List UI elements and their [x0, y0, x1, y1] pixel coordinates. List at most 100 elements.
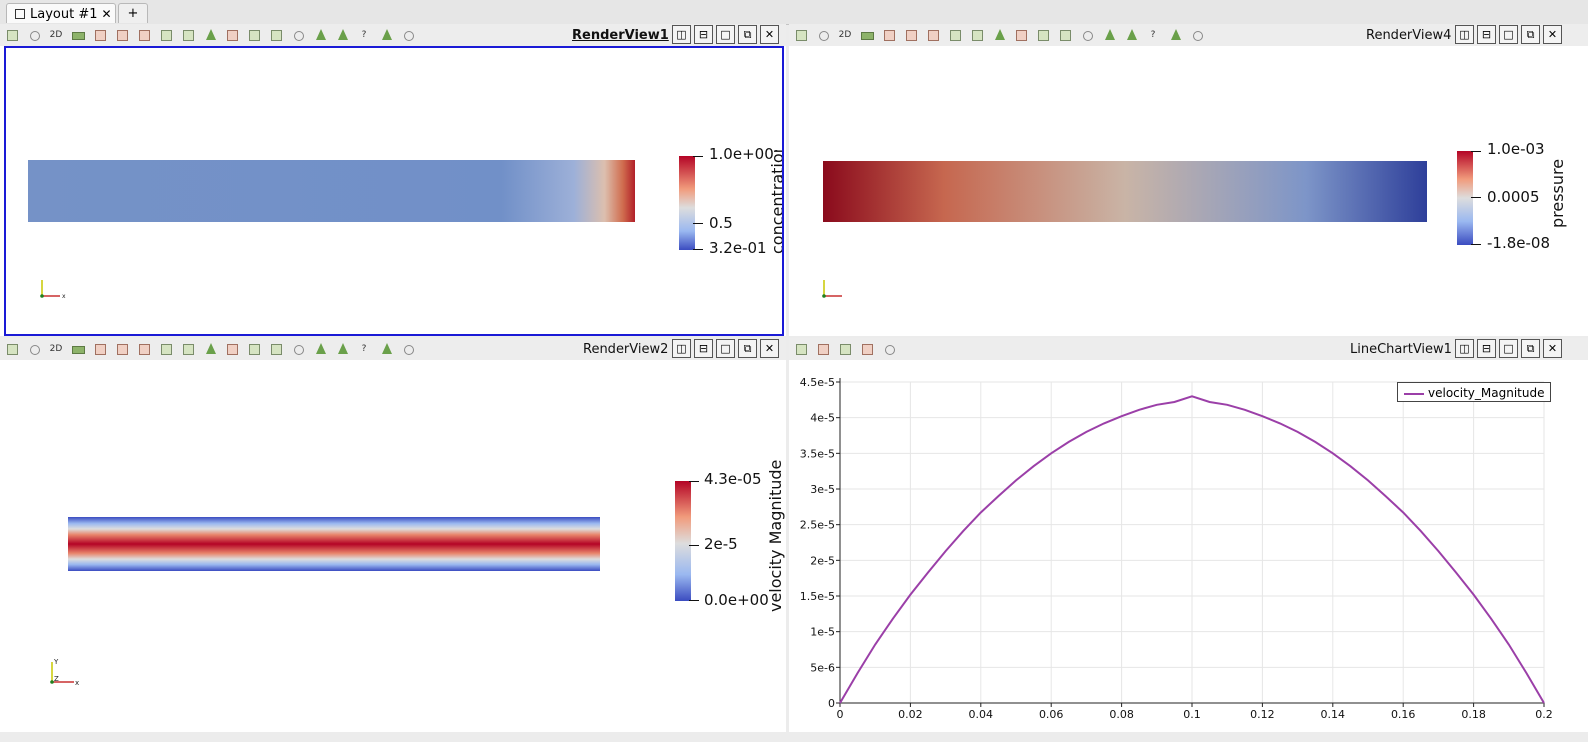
toggle-2d-button[interactable]: 2D — [49, 30, 63, 40]
select-points-on-icon[interactable] — [114, 27, 130, 43]
interactive-select-icon[interactable] — [202, 27, 218, 43]
chart-legend[interactable]: velocity_Magnitude — [1397, 382, 1552, 402]
view-title[interactable]: RenderView4 — [1366, 28, 1452, 43]
close-tab-icon[interactable]: ✕ — [101, 7, 112, 21]
toggle-select-icon[interactable] — [859, 341, 875, 357]
capture-camera-icon[interactable] — [70, 27, 86, 43]
disable-icon[interactable] — [400, 341, 416, 357]
maximize-icon[interactable]: □ — [716, 25, 735, 44]
interactive-select-icon[interactable] — [202, 341, 218, 357]
annotate-icon[interactable] — [1167, 27, 1183, 43]
window-buttons: ◫ ⊟ □ ⧉ ✕ — [1455, 339, 1562, 358]
select-block-icon[interactable] — [947, 27, 963, 43]
close-view-icon[interactable]: ✕ — [760, 25, 779, 44]
select-block-icon[interactable] — [158, 341, 174, 357]
select-polygon-icon[interactable] — [180, 27, 196, 43]
selection-tool-icon[interactable] — [334, 341, 350, 357]
zoom-to-data-icon[interactable] — [815, 27, 831, 43]
line-chart-view-1[interactable]: LineChartView1 ◫ ⊟ □ ⧉ ✕ — [789, 338, 1588, 732]
toggle-2d-button[interactable]: 2D — [49, 344, 63, 354]
reset-camera-icon[interactable] — [793, 27, 809, 43]
close-view-icon[interactable]: ✕ — [1543, 339, 1562, 358]
colorbar-min-label: -1.8e-08 — [1487, 234, 1550, 252]
grow-selection-icon[interactable] — [246, 27, 262, 43]
reset-camera-icon[interactable] — [4, 341, 20, 357]
shrink-selection-icon[interactable] — [1057, 27, 1073, 43]
split-horizontal-icon[interactable]: ◫ — [1455, 339, 1474, 358]
split-horizontal-icon[interactable]: ◫ — [1455, 25, 1474, 44]
split-vertical-icon[interactable]: ⊟ — [1477, 339, 1496, 358]
reset-camera-icon[interactable] — [793, 341, 809, 357]
selection-tool-icon[interactable] — [334, 27, 350, 43]
select-cells-on-icon[interactable] — [92, 27, 108, 43]
help-icon[interactable]: ? — [361, 344, 367, 354]
close-view-icon[interactable]: ✕ — [760, 339, 779, 358]
view-title[interactable]: RenderView2 — [583, 342, 669, 357]
x-tick-label: 0.14 — [1321, 708, 1346, 721]
toggle-2d-button[interactable]: 2D — [838, 30, 852, 40]
hover-points-icon[interactable] — [224, 341, 240, 357]
annotate-icon[interactable] — [378, 27, 394, 43]
reset-camera-icon[interactable] — [4, 27, 20, 43]
maximize-icon[interactable]: □ — [1499, 25, 1518, 44]
edit-selection-icon[interactable] — [312, 341, 328, 357]
split-horizontal-icon[interactable]: ◫ — [672, 339, 691, 358]
select-block-icon[interactable] — [158, 27, 174, 43]
close-view-icon[interactable]: ✕ — [1543, 25, 1562, 44]
select-frustum-icon[interactable] — [136, 341, 152, 357]
pop-out-icon[interactable]: ⧉ — [738, 25, 757, 44]
help-icon[interactable]: ? — [1150, 30, 1156, 40]
clear-selection-icon[interactable] — [1079, 27, 1095, 43]
disable-icon[interactable] — [400, 27, 416, 43]
selection-tool-icon[interactable] — [1123, 27, 1139, 43]
split-vertical-icon[interactable]: ⊟ — [1477, 25, 1496, 44]
pop-out-icon[interactable]: ⧉ — [1521, 339, 1540, 358]
view-toolbar: LineChartView1 ◫ ⊟ □ ⧉ ✕ — [789, 338, 1588, 360]
select-points-on-icon[interactable] — [114, 341, 130, 357]
split-horizontal-icon[interactable]: ◫ — [672, 25, 691, 44]
pop-out-icon[interactable]: ⧉ — [1521, 25, 1540, 44]
annotate-icon[interactable] — [378, 341, 394, 357]
capture-camera-icon[interactable] — [859, 27, 875, 43]
hover-points-icon[interactable] — [224, 27, 240, 43]
select-polygon-icon[interactable] — [180, 341, 196, 357]
shrink-selection-icon[interactable] — [268, 341, 284, 357]
split-vertical-icon[interactable]: ⊟ — [694, 339, 713, 358]
grow-selection-icon[interactable] — [1035, 27, 1051, 43]
interactive-select-icon[interactable] — [991, 27, 1007, 43]
edit-selection-icon[interactable] — [1101, 27, 1117, 43]
disable-icon[interactable] — [1189, 27, 1205, 43]
shrink-selection-icon[interactable] — [268, 27, 284, 43]
hover-points-icon[interactable] — [1013, 27, 1029, 43]
edit-selection-icon[interactable] — [312, 27, 328, 43]
clear-selection-icon[interactable] — [290, 27, 306, 43]
line-chart[interactable]: 0 0.02 0.04 0.06 0.08 0.1 0.12 0.14 0.16 0.18 0.2 0… — [789, 362, 1588, 732]
tab-layout-1[interactable]: Layout #1 ✕ — [6, 3, 116, 23]
capture-camera-icon[interactable] — [70, 341, 86, 357]
grow-selection-icon[interactable] — [246, 341, 262, 357]
view-title[interactable]: RenderView1 — [572, 28, 669, 43]
zoom-to-data-icon[interactable] — [26, 27, 42, 43]
add-layout-tab-button[interactable]: + — [118, 3, 148, 23]
colorbar-max-label: 4.3e-05 — [704, 470, 762, 488]
view-title[interactable]: LineChartView1 — [1350, 342, 1452, 357]
select-polygon-icon[interactable] — [837, 341, 853, 357]
clear-selection-icon[interactable] — [881, 341, 897, 357]
select-points-icon[interactable] — [815, 341, 831, 357]
maximize-icon[interactable]: □ — [1499, 339, 1518, 358]
split-vertical-icon[interactable]: ⊟ — [694, 25, 713, 44]
velocity-field — [68, 517, 600, 571]
maximize-icon[interactable]: □ — [716, 339, 735, 358]
view-toolbar: 2D ? RenderView1 ◫ ⊟ □ ⧉ ✕ — [0, 24, 786, 46]
select-polygon-icon[interactable] — [969, 27, 985, 43]
clear-selection-icon[interactable] — [290, 341, 306, 357]
select-points-on-icon[interactable] — [903, 27, 919, 43]
pop-out-icon[interactable]: ⧉ — [738, 339, 757, 358]
help-icon[interactable]: ? — [361, 30, 367, 40]
toolbar-icons — [793, 341, 903, 357]
select-cells-on-icon[interactable] — [92, 341, 108, 357]
select-frustum-icon[interactable] — [136, 27, 152, 43]
zoom-to-data-icon[interactable] — [26, 341, 42, 357]
select-frustum-icon[interactable] — [925, 27, 941, 43]
select-cells-on-icon[interactable] — [881, 27, 897, 43]
